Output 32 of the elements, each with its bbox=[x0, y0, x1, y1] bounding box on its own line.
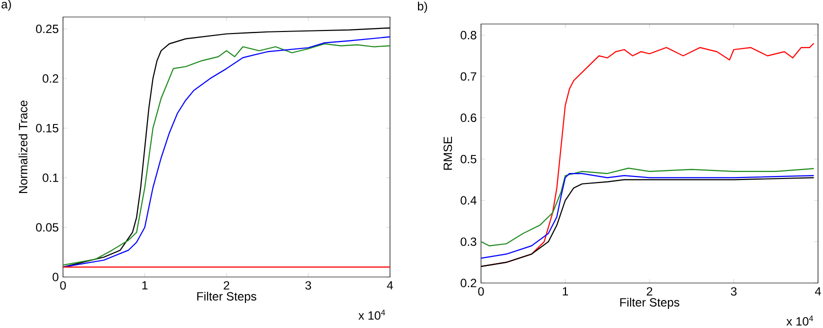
y-axis-title: RMSE bbox=[444, 136, 452, 170]
x-tick-label: 0 bbox=[478, 287, 484, 296]
y-axis-title: Normalized Trace bbox=[18, 100, 28, 193]
chart-title: a) bbox=[2, 0, 11, 11]
y-tick-label: 0.15 bbox=[36, 124, 58, 132]
x-tick-label: 3 bbox=[730, 287, 737, 296]
y-tick-label: 0.25 bbox=[36, 24, 58, 34]
y-tick-label: 0.5 bbox=[460, 154, 476, 164]
y-tick-label: 0.6 bbox=[460, 114, 476, 122]
y-tick-label: 0.7 bbox=[460, 72, 476, 81]
x-tick-label: 1 bbox=[142, 281, 148, 290]
x-tick-label: 2 bbox=[224, 281, 230, 290]
chart-title: b) bbox=[418, 2, 428, 13]
y-tick-label: 0.3 bbox=[460, 237, 476, 246]
text: x 10$^{4}$ bbox=[786, 316, 814, 326]
y-tick-label: 0.05 bbox=[36, 223, 58, 232]
x-tick-label: 4 bbox=[814, 287, 821, 296]
y-tick-label: 0.4 bbox=[460, 196, 476, 205]
y-tick-label: 0.2 bbox=[42, 74, 58, 83]
x-tick-label: 0 bbox=[60, 281, 66, 290]
x-tick-label: 3 bbox=[305, 281, 312, 290]
y-tick-label: 0.8 bbox=[460, 30, 476, 40]
y-tick-label: 0.1 bbox=[42, 174, 58, 182]
y-tick-label: 0 bbox=[52, 272, 58, 282]
x-tick-label: 1 bbox=[562, 287, 568, 296]
x-axis-title: Filter Steps bbox=[197, 292, 256, 303]
x-tick-label: 2 bbox=[646, 287, 652, 296]
x-axis-title: Filter Steps bbox=[620, 298, 680, 309]
text: x 10$^{4}$ bbox=[358, 310, 386, 320]
x-tick-label: 4 bbox=[386, 281, 393, 290]
y-tick-label: 0.2 bbox=[460, 278, 476, 288]
line-series bbox=[481, 168, 814, 246]
